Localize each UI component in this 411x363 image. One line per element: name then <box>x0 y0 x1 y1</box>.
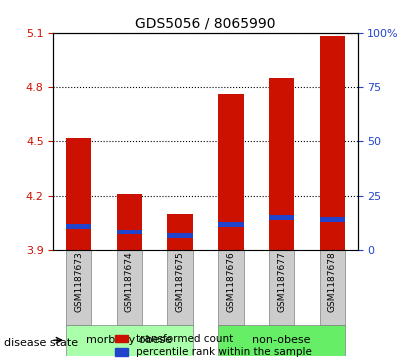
Bar <box>319 217 345 221</box>
Bar <box>269 215 294 220</box>
FancyBboxPatch shape <box>218 250 243 325</box>
FancyBboxPatch shape <box>168 250 193 325</box>
Legend: transformed count, percentile rank within the sample: transformed count, percentile rank withi… <box>111 330 316 362</box>
Bar <box>269 78 294 250</box>
Text: GSM1187674: GSM1187674 <box>125 252 134 312</box>
Text: GSM1187675: GSM1187675 <box>175 252 185 313</box>
Bar <box>168 233 193 238</box>
Title: GDS5056 / 8065990: GDS5056 / 8065990 <box>135 16 276 30</box>
FancyBboxPatch shape <box>66 250 91 325</box>
Bar <box>319 36 345 250</box>
Bar <box>117 194 142 250</box>
FancyBboxPatch shape <box>117 250 142 325</box>
Text: GSM1187677: GSM1187677 <box>277 252 286 313</box>
FancyBboxPatch shape <box>66 325 193 356</box>
Text: non-obese: non-obese <box>252 335 311 345</box>
Text: disease state: disease state <box>4 338 78 348</box>
Text: GSM1187678: GSM1187678 <box>328 252 337 313</box>
Bar <box>218 223 243 227</box>
Bar <box>117 230 142 234</box>
Text: morbidly obese: morbidly obese <box>86 335 173 345</box>
FancyBboxPatch shape <box>269 250 294 325</box>
Bar <box>66 138 91 250</box>
FancyBboxPatch shape <box>319 250 345 325</box>
Bar <box>218 94 243 250</box>
Text: GSM1187676: GSM1187676 <box>226 252 236 313</box>
Bar <box>66 224 91 229</box>
Bar <box>168 214 193 250</box>
Text: GSM1187673: GSM1187673 <box>74 252 83 313</box>
FancyBboxPatch shape <box>218 325 345 356</box>
